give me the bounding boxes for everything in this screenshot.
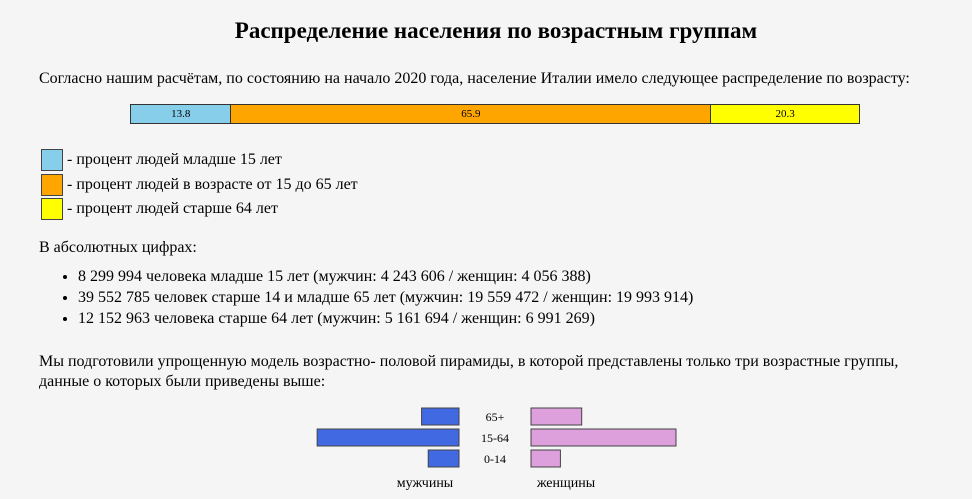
bar-female-65+ [530, 407, 583, 426]
absolute-heading: В абсолютных цифрах: [39, 239, 197, 256]
legend-swatch [41, 149, 63, 171]
legend-swatch [41, 174, 63, 196]
legend-old: - процент людей старше 64 лет [41, 198, 278, 220]
segment-working: 65.9 [231, 105, 712, 123]
series-label-male: мужчины [397, 476, 454, 491]
legend-young: - процент людей младше 15 лет [41, 149, 282, 171]
legend-working: - процент людей в возрасте от 15 до 65 л… [41, 174, 358, 196]
legend-swatch [41, 198, 63, 220]
list-item: 12 152 963 человека старше 64 лет (мужчи… [78, 308, 693, 329]
series-label-female: женщины [536, 476, 596, 491]
segment-old: 20.3 [711, 105, 859, 123]
bar-female-15-64 [530, 428, 677, 447]
model-text: Мы подготовили упрощенную модель возраст… [39, 353, 899, 390]
age-label: 0-14 [484, 452, 506, 466]
age-label: 15-64 [481, 431, 509, 445]
intro-text: Согласно нашим расчётам, по состоянию на… [39, 70, 910, 87]
population-pyramid: 65+ 15-64 0-14 мужчины женщины [316, 407, 677, 491]
bar-male-65+ [421, 407, 460, 426]
bar-male-15-64 [316, 428, 460, 447]
page-title: Распределение населения по возрастным гр… [234, 18, 758, 43]
absolute-list: 8 299 994 человека младше 15 лет (мужчин… [40, 266, 693, 329]
bar-female-0-14 [530, 449, 561, 468]
age-label: 65+ [486, 410, 505, 424]
list-item: 8 299 994 человека младше 15 лет (мужчин… [78, 266, 693, 287]
list-item: 39 552 785 человек старше 14 и младше 65… [78, 287, 693, 308]
bar-male-0-14 [427, 449, 460, 468]
segment-young: 13.8 [131, 105, 232, 123]
age-distribution-bar: 13.8 65.9 20.3 [130, 104, 860, 124]
legend-label: - процент людей младше 15 лет [67, 151, 282, 168]
legend-label: - процент людей в возрасте от 15 до 65 л… [67, 176, 358, 193]
legend-label: - процент людей старше 64 лет [67, 200, 278, 217]
